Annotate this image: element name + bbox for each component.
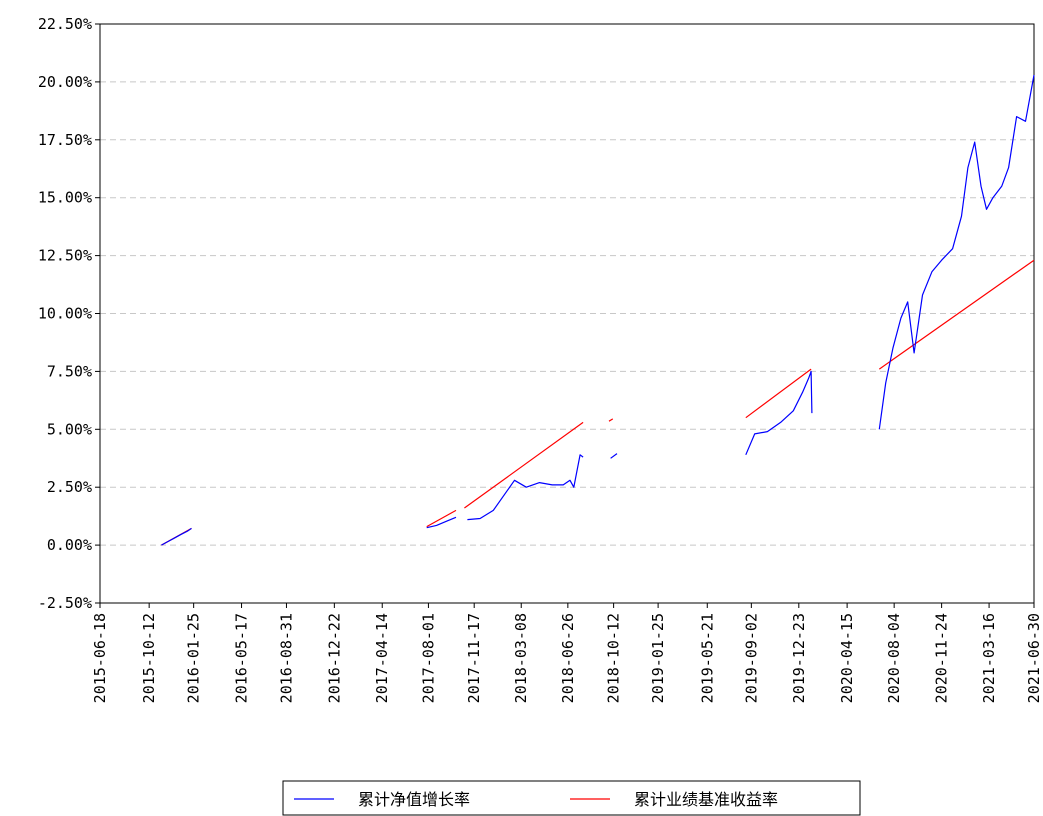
y-tick-label: 7.50% — [47, 362, 92, 380]
y-tick-label: 12.50% — [38, 247, 92, 265]
series-line-segment — [426, 509, 457, 528]
y-tick-label: 5.00% — [47, 420, 92, 438]
x-tick-label: 2019-01-25 — [649, 613, 667, 703]
x-tick-label: 2016-08-31 — [277, 613, 295, 703]
series-nav — [161, 74, 1035, 546]
y-tick-label: 22.50% — [38, 15, 92, 33]
x-tick-label: 2021-06-30 — [1025, 613, 1043, 703]
series-benchmark — [161, 259, 1035, 546]
x-tick-label: 2017-04-14 — [373, 613, 391, 703]
series-line-segment — [608, 418, 614, 422]
series-line-segment — [745, 370, 813, 456]
x-axis: 2015-06-18 2015-10-12 2016-01-25 2016-05-17… — [91, 603, 1043, 703]
y-tick-label: -2.50% — [38, 594, 92, 612]
legend-label-benchmark: 累计业绩基准收益率 — [634, 790, 778, 809]
y-tick-label: 0.00% — [47, 536, 92, 554]
x-tick-label: 2018-06-26 — [559, 613, 577, 703]
x-tick-label: 2021-03-16 — [980, 613, 998, 703]
series-line-segment — [464, 421, 584, 509]
x-tick-label: 2019-09-02 — [742, 613, 760, 703]
series-line-segment — [878, 74, 1035, 430]
series-line-segment — [878, 259, 1035, 370]
x-tick-label: 2018-03-08 — [512, 613, 530, 703]
x-tick-label: 2019-12-23 — [790, 613, 808, 703]
series-line-segment — [745, 368, 812, 419]
x-tick-label: 2020-11-24 — [933, 613, 951, 703]
x-tick-label: 2015-06-18 — [91, 613, 109, 703]
series-line-segment — [426, 516, 457, 529]
series-line-segment — [161, 527, 192, 546]
x-tick-label: 2016-05-17 — [233, 613, 251, 703]
series-layer — [161, 74, 1035, 546]
legend-box — [282, 780, 861, 816]
x-tick-label: 2020-04-15 — [838, 613, 856, 703]
x-tick-label: 2016-12-22 — [325, 613, 343, 703]
y-tick-label: 20.00% — [38, 73, 92, 91]
legend-label-nav: 累计净值增长率 — [358, 790, 470, 809]
series-line-segment — [610, 453, 618, 459]
x-tick-label: 2018-10-12 — [605, 613, 623, 703]
series-line-segment — [467, 454, 584, 521]
y-tick-label: 17.50% — [38, 131, 92, 149]
legend: 累计净值增长率 累计业绩基准收益率 — [282, 780, 861, 816]
y-tick-label: 2.50% — [47, 478, 92, 496]
y-tick-label: 15.00% — [38, 189, 92, 207]
x-tick-label: 2020-08-04 — [885, 613, 903, 703]
x-tick-label: 2017-11-17 — [465, 613, 483, 703]
x-tick-label: 2019-05-21 — [698, 613, 716, 703]
x-tick-label: 2016-01-25 — [185, 613, 203, 703]
x-tick-label: 2017-08-01 — [419, 613, 437, 703]
y-tick-label: 10.00% — [38, 305, 92, 323]
grid-lines — [100, 81, 1034, 546]
y-axis: -2.50% 0.00% 2.50% 5.00% 7.50% 10.00% 12.50% 15… — [38, 15, 100, 612]
x-tick-label: 2015-10-12 — [140, 613, 158, 703]
